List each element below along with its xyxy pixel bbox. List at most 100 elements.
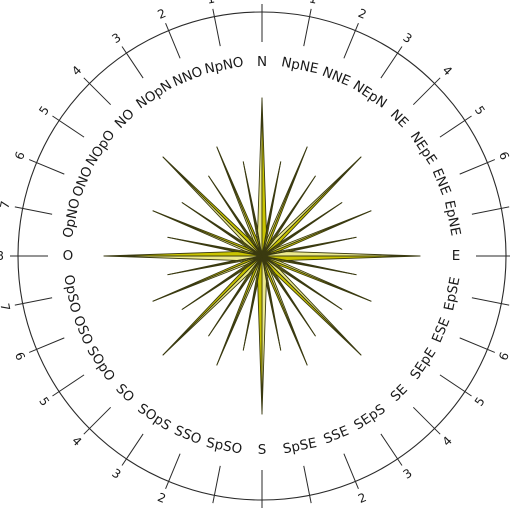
label-n-0: N	[257, 54, 267, 70]
spoke-spso-17	[212, 465, 221, 504]
star-points	[103, 97, 421, 415]
number-sso-18: 2	[156, 490, 168, 506]
number-se-12: 4	[440, 434, 455, 449]
label-sso-18: SSO	[172, 423, 204, 448]
number-npne-1: 1	[308, 0, 318, 7]
spoke-spse-15	[303, 465, 312, 504]
star-point-dark-half	[152, 255, 263, 302]
label-epse-9: EpSE	[441, 276, 463, 313]
star-point-n	[257, 97, 267, 257]
spoke-ono-26	[28, 159, 65, 175]
star-point-so	[162, 255, 263, 356]
label-e-8: E	[452, 248, 461, 264]
label-nopn-29: NOpN	[133, 77, 175, 112]
label-sse-14: SSE	[321, 423, 351, 448]
star-point-dark-half	[261, 255, 372, 302]
spoke-npne-1	[303, 8, 312, 47]
spoke-sops-19	[121, 433, 144, 466]
spoke-npno-31	[212, 8, 221, 47]
number-no-28: 4	[69, 63, 84, 78]
spoke-nepn-3	[380, 46, 403, 79]
label-so-20: SO	[112, 381, 137, 406]
spoke-nepe-5	[439, 115, 472, 138]
label-sopo-21: SOpO	[83, 343, 118, 384]
number-sops-19: 3	[109, 466, 123, 482]
star-point-dark-half	[261, 255, 308, 366]
number-seps-13: 3	[400, 466, 414, 482]
star-point-dark-half	[261, 210, 372, 257]
spoke-seps-13	[380, 433, 403, 466]
spoke-ese-10	[459, 337, 496, 353]
spoke-sse-14	[343, 453, 359, 490]
label-ene-6: ENE	[429, 166, 454, 197]
star-point-ne	[261, 156, 362, 257]
star-point-sso	[216, 255, 263, 366]
spoke-ene-6	[459, 159, 496, 175]
spoke-sso-18	[165, 453, 181, 490]
star-point-oso	[152, 255, 263, 302]
label-seps-13: SEpS	[351, 401, 388, 433]
label-epne-7: EpNE	[441, 199, 464, 237]
number-nopn-29: 3	[109, 30, 123, 46]
number-ono-26: 6	[12, 150, 28, 162]
star-point-light-half	[103, 255, 263, 261]
number-ne-4: 4	[440, 63, 455, 78]
label-nepe-5: NEpE	[407, 129, 440, 168]
label-npno-31: NpNO	[203, 54, 245, 77]
number-spso-17: 1	[206, 505, 216, 508]
number-nepe-5: 5	[472, 103, 488, 117]
spoke-nno-30	[165, 22, 181, 59]
star-point-dark-half	[261, 156, 362, 257]
star-point-dark-half	[261, 97, 267, 257]
number-nopo-27: 5	[36, 103, 52, 117]
label-se-12: SE	[387, 381, 410, 404]
spoke-opno-25	[14, 206, 53, 215]
spoke-epne-7	[471, 206, 510, 215]
label-spse-15: SpSE	[281, 435, 318, 457]
label-o-24: O	[63, 248, 74, 264]
number-sopo-21: 5	[36, 394, 52, 408]
label-opso-23: OpSO	[60, 273, 83, 314]
number-n-0: 0	[258, 0, 266, 1]
star-point-o	[103, 251, 263, 261]
number-spse-15: 1	[308, 505, 318, 508]
label-nne-2: NNE	[320, 64, 353, 90]
label-npne-1: NpNE	[280, 54, 320, 77]
star-point-no	[162, 156, 263, 257]
label-spso-17: SpSO	[205, 435, 244, 458]
number-nno-30: 2	[156, 6, 168, 22]
star-point-ese	[261, 255, 372, 302]
star-point-ono	[152, 210, 263, 257]
star-point-dark-half	[261, 146, 308, 257]
spoke-nne-2	[343, 22, 359, 59]
star-point-light-half	[257, 97, 263, 257]
star-point-nno	[216, 146, 263, 257]
label-s-16: S	[258, 442, 267, 458]
label-ne-4: NE	[387, 107, 411, 131]
label-ese-10: ESE	[429, 315, 454, 345]
star-point-sse	[261, 255, 308, 366]
star-point-light-half	[261, 251, 421, 257]
star-point-light-half	[261, 255, 267, 415]
spoke-se-12	[412, 406, 441, 435]
spoke-sepe-11	[439, 374, 472, 397]
label-nepn-3: NEpN	[350, 78, 390, 112]
star-point-nne	[261, 146, 308, 257]
spoke-nopn-29	[121, 46, 144, 79]
number-oso-22: 6	[12, 350, 28, 362]
star-point-dark-half	[261, 255, 362, 356]
star-point-dark-half	[162, 255, 263, 356]
spoke-so-20	[83, 406, 112, 435]
star-point-dark-half	[162, 156, 263, 257]
star-point-s	[257, 255, 267, 415]
label-sops-19: SOpS	[135, 401, 174, 434]
number-opso-23: 7	[0, 302, 13, 312]
number-npno-31: 1	[206, 0, 216, 7]
number-sse-14: 2	[356, 490, 368, 506]
label-nno-30: NNO	[170, 63, 205, 90]
label-opno-25: OpNO	[60, 197, 83, 239]
star-point-dark-half	[257, 255, 263, 415]
spoke-opso-23	[14, 297, 53, 306]
star-point-dark-half	[261, 255, 421, 261]
